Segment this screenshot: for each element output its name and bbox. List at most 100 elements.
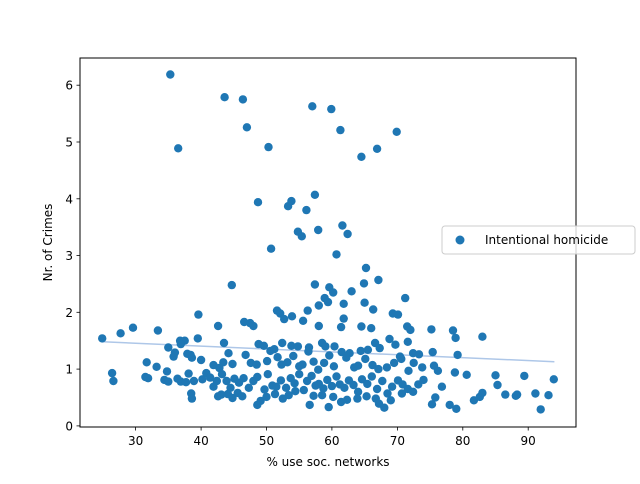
data-point [374,275,383,285]
data-point [383,389,392,398]
data-point [450,368,460,377]
data-point [219,338,229,348]
data-point [309,357,318,366]
data-point [310,280,320,289]
data-point [357,322,366,331]
data-point [418,363,427,372]
data-point [332,250,341,259]
data-point [128,323,138,332]
y-tick-label: 6 [65,79,73,93]
data-point [219,358,228,367]
data-point [323,375,332,385]
data-point [428,347,437,357]
data-point [270,389,280,399]
data-point [368,360,377,370]
data-point [314,225,323,235]
data-point [298,360,307,369]
x-tick-label: 70 [390,434,405,448]
data-point [116,329,125,338]
y-tick-label: 4 [65,192,73,206]
data-point [374,364,383,374]
data-point [241,350,250,360]
data-point [299,385,308,395]
data-point [278,338,287,348]
data-point [242,123,252,132]
data-point [462,370,471,379]
data-point [302,205,311,215]
data-point [222,376,231,386]
y-tick-label: 1 [65,363,73,377]
data-point [287,312,297,321]
x-tick-label: 90 [521,434,536,448]
data-point [327,381,337,391]
data-point [323,297,333,307]
y-tick-label: 5 [65,136,73,150]
data-point [340,383,349,392]
data-point [284,391,293,400]
data-point [493,380,502,390]
data-point [253,198,263,207]
data-point [98,334,107,343]
data-point [419,375,428,385]
data-point [314,321,323,331]
data-point [329,392,338,402]
data-point [226,383,235,392]
data-point [280,314,289,324]
data-point [189,376,199,386]
data-point [295,370,304,379]
data-point [291,387,300,396]
data-point [107,368,117,378]
data-point [324,402,333,412]
data-point [329,362,339,371]
y-tick-label: 2 [65,306,73,320]
x-ticks: 30 40 50 60 70 80 90 [128,427,536,448]
legend-frame [441,225,636,255]
data-point [164,343,173,352]
data-point [327,104,336,114]
data-point [431,393,440,402]
y-tick-label: 3 [65,249,73,263]
data-point [386,396,395,405]
data-point [193,334,202,343]
data-point [433,366,443,375]
data-point [187,353,197,362]
data-point [283,358,292,367]
data-point [289,351,298,361]
data-point [317,391,327,400]
data-point [393,310,403,319]
data-point [356,346,365,356]
data-point [270,345,279,354]
data-point [206,373,215,382]
data-point [260,385,269,394]
data-point [244,383,253,392]
data-point [375,343,384,353]
data-point [310,190,320,199]
data-point [338,221,347,230]
data-point [337,347,346,357]
data-point [213,321,223,331]
data-point [253,372,262,382]
data-point [339,314,348,323]
data-point [401,293,410,303]
data-point [491,371,500,380]
data-point [142,358,151,367]
data-point [240,317,249,327]
data-point [372,144,382,153]
data-point [314,301,323,310]
data-point [362,392,371,401]
data-point [298,316,308,325]
data-point [249,321,258,331]
data-point [353,394,362,403]
data-point [378,376,387,386]
x-axis-label: % use soc. networks [266,455,389,469]
data-point [363,379,372,389]
data-point [228,393,237,403]
data-point [262,356,272,366]
data-point [166,70,175,79]
data-point [263,370,272,379]
data-point [332,372,341,381]
data-point [290,379,299,388]
data-point [314,365,323,374]
data-point [272,382,281,391]
